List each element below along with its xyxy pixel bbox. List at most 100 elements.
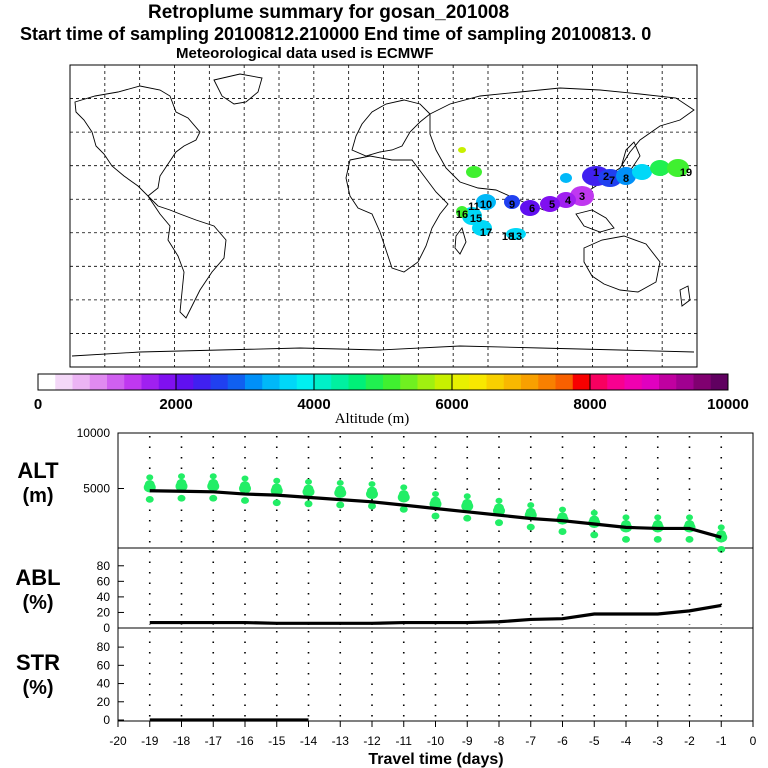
plume-blob — [520, 200, 540, 216]
x-tick-label: -2 — [684, 734, 695, 748]
colorbar-tick-label: 2000 — [159, 396, 192, 413]
alt-cluster-point — [145, 495, 154, 503]
plume-blob — [632, 164, 652, 180]
colorbar-cell — [365, 374, 384, 390]
map-graticule — [70, 65, 697, 367]
plume-blob — [540, 196, 560, 212]
plume-day-label: 2 — [603, 171, 609, 183]
colorbar-cell — [710, 374, 729, 390]
alt-cluster-point — [273, 477, 281, 484]
x-tick-label: -20 — [109, 734, 127, 748]
colorbar-tick-label: 8000 — [573, 396, 606, 413]
plume-day-label: 6 — [529, 203, 535, 215]
colorbar-cell — [434, 374, 453, 390]
alt-cluster-point — [559, 506, 566, 513]
plume-day-label: 5 — [549, 199, 555, 211]
y-tick-label: 0 — [103, 713, 110, 727]
x-tick-label: -17 — [205, 734, 223, 748]
y-tick-label: 80 — [97, 559, 111, 573]
colorbar-cell — [72, 374, 91, 390]
plume-blob — [466, 166, 482, 178]
japan-coast — [621, 141, 641, 173]
alt-cluster-point — [463, 514, 472, 522]
y-tick-label: 20 — [97, 695, 111, 709]
y-tick-label: 60 — [97, 574, 111, 588]
colorbar-cell — [245, 374, 263, 390]
alt-cluster-point — [525, 507, 536, 517]
alt-cluster-point — [622, 535, 630, 543]
colorbar-cell — [89, 374, 108, 390]
alt-cluster-point — [209, 473, 217, 480]
new-zealand-coast — [679, 285, 691, 307]
x-tick-label: 0 — [750, 734, 757, 748]
colorbar-cell — [469, 374, 487, 390]
alt-cluster-point — [557, 512, 568, 521]
colorbar-cell — [624, 374, 643, 390]
colorbar-cell — [107, 374, 125, 390]
x-tick-label: -16 — [236, 734, 254, 748]
plume-blob — [476, 194, 496, 210]
alt-cluster-point — [717, 524, 725, 531]
alt-cluster-point — [463, 493, 471, 500]
alt-cluster-point — [653, 535, 662, 543]
plume-day-label: 4 — [565, 195, 572, 207]
alt-cluster-point — [717, 545, 726, 553]
alt-cluster-point — [271, 483, 282, 492]
plume-day-label: 8 — [623, 173, 629, 185]
plume-day-label: 7 — [609, 175, 615, 187]
alt-cluster-point — [336, 501, 345, 509]
africa-coast — [345, 155, 449, 273]
y-tick-label: 10000 — [77, 426, 111, 440]
y-tick-label: 80 — [97, 640, 111, 654]
colorbar-tick-label: 0 — [34, 396, 42, 413]
colorbar-cell — [417, 374, 436, 390]
alt-cluster-point — [431, 512, 440, 520]
y-tick-label: 60 — [97, 658, 111, 672]
colorbar-cell — [521, 374, 539, 390]
alt-panel-unit: (m) — [22, 485, 53, 507]
alt-cluster-point — [241, 497, 249, 504]
alt-cluster-point — [368, 481, 376, 488]
plume-day-label: 17 — [480, 227, 492, 239]
coastlines — [71, 73, 695, 357]
alt-cluster-point — [209, 494, 218, 502]
meteo-data-line: Meteorological data used is ECMWF — [176, 45, 434, 62]
colorbar-cell — [210, 374, 229, 390]
abl-line — [149, 603, 722, 625]
abl-panel-label: ABL — [15, 565, 60, 590]
x-axis-label: Travel time (days) — [368, 751, 503, 768]
x-axis: -20 -19 -18 -17 -16 -15 -14 -13 -12 -11 -10 -9 -8 -7-… — [109, 721, 757, 748]
alt-cluster-point — [208, 479, 219, 488]
x-tick-label: -3 — [652, 734, 663, 748]
alt-cluster-point — [144, 480, 155, 489]
colorbar-cell — [659, 374, 677, 390]
colorbar-cell — [607, 374, 625, 390]
plume-blob — [598, 169, 622, 187]
colorbar-ticks: 0 2000 4000 6000 8000 10000 — [34, 374, 749, 413]
colorbar-cell — [227, 374, 246, 390]
alt-cluster-point — [495, 497, 503, 504]
alt-cluster-point — [303, 484, 314, 494]
alt-cluster-point — [240, 481, 250, 490]
alt-cluster-point — [432, 491, 439, 498]
alt-cluster-point — [398, 490, 409, 499]
x-tick-label: -9 — [462, 734, 473, 748]
alt-cluster-point — [336, 479, 344, 486]
plume-blob — [650, 160, 670, 176]
x-tick-label: -13 — [332, 734, 350, 748]
plume-trajectory — [456, 147, 689, 240]
colorbar-cell — [296, 374, 315, 390]
x-tick-label: -7 — [525, 734, 536, 748]
colorbar-cell — [503, 374, 522, 390]
plume-day-label: 11 — [468, 201, 480, 213]
plume-blob — [506, 228, 526, 240]
plume-day-label: 13 — [510, 231, 522, 243]
plume-blob — [616, 167, 636, 185]
plume-day-label: 15 — [470, 213, 482, 225]
x-tick-label: -5 — [589, 734, 600, 748]
alt-cluster-point — [527, 502, 535, 509]
